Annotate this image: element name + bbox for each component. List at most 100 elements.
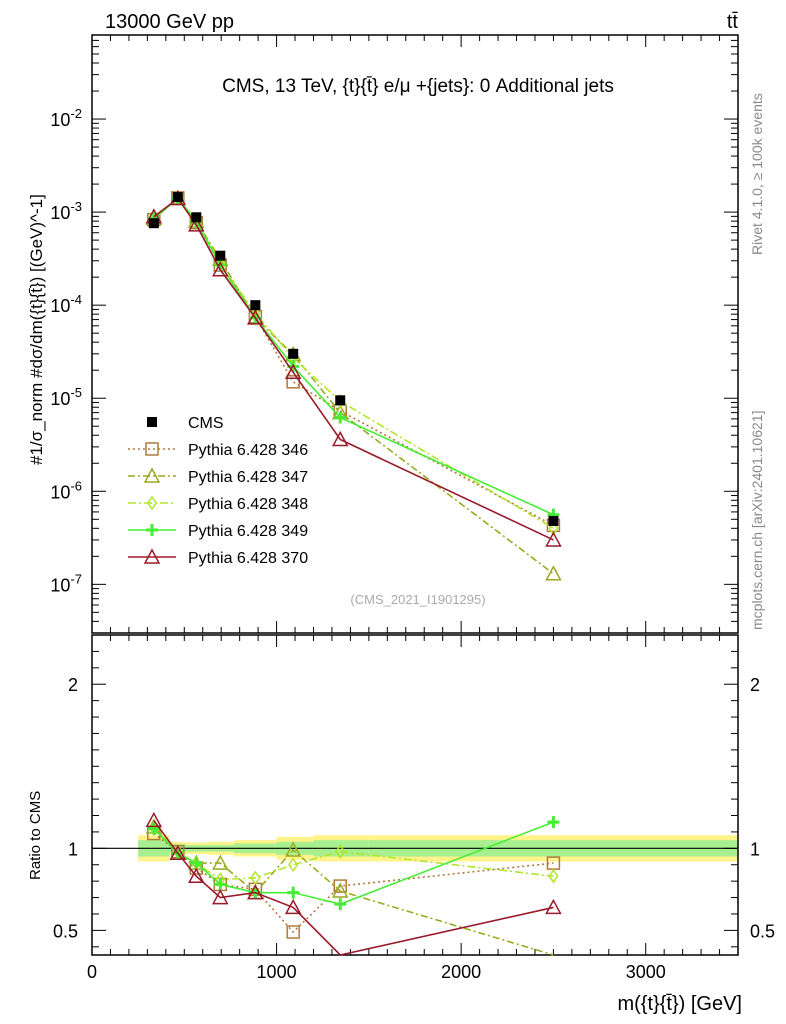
marker-triangle-up xyxy=(212,854,229,870)
ratio-tick-label: 0.5 xyxy=(53,921,78,941)
marker-shape xyxy=(215,250,226,261)
marker-shape xyxy=(250,870,261,886)
marker-shape xyxy=(288,857,299,873)
marker-shape xyxy=(212,261,229,277)
mcplots-label: mcplots.cern.ch [arXiv:2401.10621] xyxy=(749,411,765,630)
main-panel-series xyxy=(145,189,562,581)
ratio-y-axis-label: Ratio to CMS xyxy=(27,791,44,880)
marker-shape xyxy=(212,854,229,870)
y-tick-label: 10-6 xyxy=(50,478,82,502)
marker-triangle-up xyxy=(545,898,562,915)
marker-diamond xyxy=(250,870,261,886)
marker-diamond xyxy=(335,844,346,859)
marker-square xyxy=(286,925,300,939)
y-tick-label: 10-5 xyxy=(50,385,82,409)
marker-triangle-up xyxy=(212,888,229,905)
marker-shape xyxy=(191,212,202,223)
marker-shape xyxy=(284,841,302,857)
marker-square xyxy=(333,879,347,893)
marker-diamond xyxy=(548,868,559,884)
marker-shape xyxy=(331,430,349,447)
marker-shape xyxy=(284,363,302,380)
y-axis-label: #1/σ_norm #dσ/dm({t}{t̄}) [(GeV)^-1] xyxy=(27,194,46,465)
marker-plus xyxy=(334,411,347,424)
marker-triangle-up xyxy=(145,811,163,828)
marker-shape xyxy=(169,844,187,861)
ratio-tick-label: 0.5 xyxy=(750,921,775,941)
ratio-line-pythia-6-428-349 xyxy=(153,821,554,905)
marker-shape xyxy=(286,925,300,939)
marker-triangle-up xyxy=(545,565,562,581)
marker-triangle-up xyxy=(247,884,264,900)
x-tick-label: 0 xyxy=(87,962,97,982)
marker-triangle-up xyxy=(143,548,161,564)
marker-triangle-up xyxy=(212,261,229,277)
marker-shape xyxy=(143,548,161,564)
marker-shape xyxy=(212,888,229,905)
marker-shape xyxy=(333,879,347,893)
marker-filled-square xyxy=(288,348,299,359)
marker-shape xyxy=(148,218,159,229)
marker-triangle-up xyxy=(188,216,205,232)
ratio-tick-label: 2 xyxy=(750,675,760,695)
header-left: 13000 GeV pp xyxy=(105,11,234,33)
ratio-tick-label: 2 xyxy=(68,675,78,695)
marker-filled-square xyxy=(191,212,202,223)
x-tick-label: 2000 xyxy=(441,962,481,982)
marker-shape xyxy=(545,565,562,581)
marker-filled-square xyxy=(548,515,559,526)
plot-frames xyxy=(91,34,739,956)
y-tick-label: 10-3 xyxy=(50,199,82,223)
marker-shape xyxy=(247,884,264,900)
x-axis-label: m({t}{t̄}) [GeV] xyxy=(617,993,742,1015)
marker-triangle-up xyxy=(143,467,161,483)
marker-plus xyxy=(147,822,160,835)
legend-label: Pythia 6.428 347 xyxy=(188,469,308,486)
marker-plus xyxy=(334,898,347,911)
legend: CMS Pythia 6.428 346 Pythia 6.428 347 Pythi… xyxy=(128,415,308,567)
marker-shape xyxy=(147,417,157,427)
x-tick-label: 3000 xyxy=(626,962,666,982)
watermark: (CMS_2021_I1901295) xyxy=(350,592,485,607)
rivet-label: Rivet 4.1.0, ≥ 100k events xyxy=(749,93,765,255)
marker-filled-square xyxy=(148,218,159,229)
ratio-tick-label: 1 xyxy=(68,839,78,859)
series-line-pythia-6-428-347 xyxy=(153,197,554,575)
marker-square xyxy=(145,442,159,456)
marker-shape xyxy=(331,882,349,898)
marker-shape xyxy=(172,192,183,203)
marker-filled-square xyxy=(335,395,346,406)
marker-shape xyxy=(335,844,346,859)
marker-plus xyxy=(190,857,203,870)
plot-title: CMS, 13 TeV, {t}{t̄} e/μ +{jets}: 0 Addi… xyxy=(222,76,614,97)
marker-filled-square xyxy=(147,417,157,427)
ratio-line-pythia-6-428-347 xyxy=(153,826,554,956)
marker-plus xyxy=(547,816,560,829)
marker-shape xyxy=(284,898,302,915)
marker-shape xyxy=(145,442,159,456)
marker-triangle-up xyxy=(247,309,264,325)
ratio-line-pythia-6-428-346 xyxy=(153,832,554,934)
marker-triangle-up xyxy=(284,841,302,857)
marker-triangle-up xyxy=(331,882,349,898)
marker-shape xyxy=(288,348,299,359)
marker-shape xyxy=(545,898,562,915)
ratio-panel-series xyxy=(145,811,562,956)
ratio-tick-label: 1 xyxy=(750,839,760,859)
legend-label: Pythia 6.428 348 xyxy=(188,496,308,513)
marker-shape xyxy=(545,531,562,547)
marker-diamond xyxy=(288,857,299,873)
marker-diamond xyxy=(146,495,158,511)
marker-shape xyxy=(247,309,264,325)
marker-shape xyxy=(335,395,346,406)
marker-plus xyxy=(214,878,227,891)
legend-label: Pythia 6.428 349 xyxy=(188,523,308,540)
y-tick-label: 10-4 xyxy=(50,292,82,316)
marker-filled-square xyxy=(250,300,261,311)
marker-shape xyxy=(188,867,205,883)
series-line-pythia-6-428-370 xyxy=(153,197,554,541)
marker-plus xyxy=(146,524,158,536)
marker-triangle-up xyxy=(188,867,205,883)
marker-plus xyxy=(287,886,300,899)
